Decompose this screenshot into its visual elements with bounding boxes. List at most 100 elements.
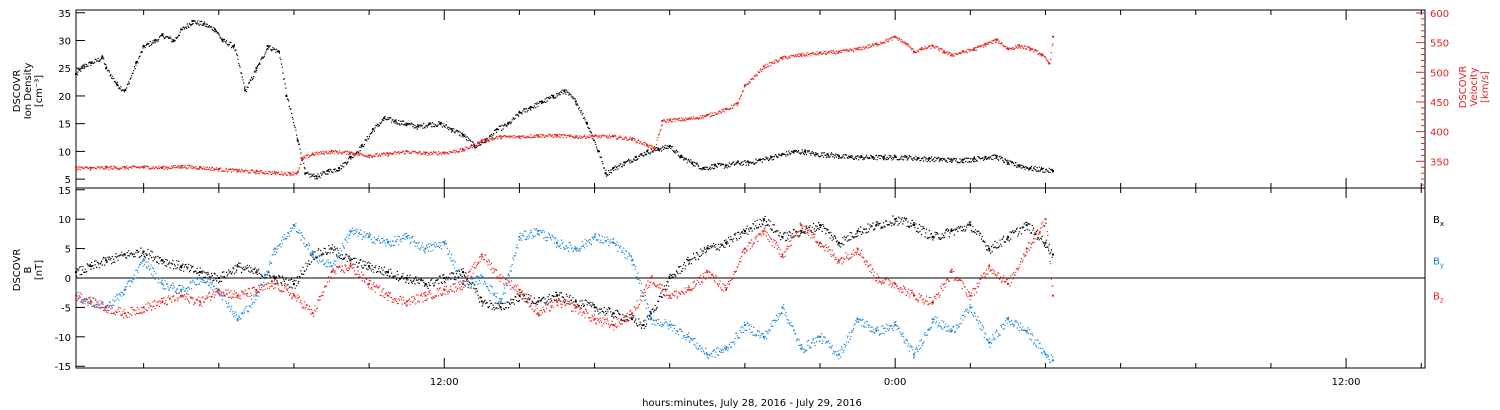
plasma-y-tick-label: 10 (58, 147, 71, 158)
plasma-series-ion-density-point (804, 150, 806, 153)
plasma-series-ion-density-point (984, 155, 987, 158)
plasma-series-velocity-point (499, 135, 502, 138)
bfield-series-bz-point (349, 265, 352, 268)
bfield-series-bz-point (819, 241, 821, 244)
plasma-series-ion-density-point (116, 83, 119, 86)
plasma-y-tick-label: 35 (58, 9, 71, 20)
plasma-y-tick-label: 400 (1430, 128, 1449, 139)
plasma-series-velocity-point (800, 53, 803, 56)
bfield-series-bx-point (762, 218, 765, 221)
bfield-series-bx-point (931, 235, 934, 238)
bfield-series-bx-point (443, 277, 446, 279)
plasma-series-ion-density-point (586, 122, 588, 125)
bfield-series-bz-point (649, 277, 652, 279)
bfield-y-tick-label: -10 (55, 333, 71, 344)
plasma-series-ion-density-point (860, 155, 863, 158)
bfield-series-bx-point (687, 259, 690, 262)
bfield-series-by-point (800, 347, 803, 350)
bfield-series-by-point (274, 247, 277, 250)
bfield-series-bz-point (781, 253, 784, 256)
x-tick-label: 12:00 (1332, 377, 1361, 388)
plasma-series-velocity-point (462, 148, 464, 151)
plasma-series-ion-density-point (416, 125, 419, 128)
bfield-series-bz-point (217, 288, 220, 291)
plasma-series-ion-density-point (285, 95, 288, 97)
plasma-series-ion-density-point (232, 45, 235, 47)
bfield-series-bx-point (612, 312, 615, 315)
plasma-y-tick-label: 30 (58, 36, 71, 47)
plasma-series-velocity-point (913, 50, 915, 53)
bfield-series-by-point (856, 318, 859, 321)
bfield-series-bx-point (950, 229, 953, 232)
bfield-series-bz-point (368, 282, 371, 285)
bfield-series-bx-point (556, 294, 558, 297)
plasma-series-velocity-point (661, 120, 664, 122)
bfield-series-by-point (612, 241, 615, 244)
plasma-series-velocity-point (653, 147, 656, 150)
bfield-series-bz-point (837, 259, 840, 262)
plasma-y-tick-label: 450 (1430, 98, 1449, 109)
bfield-series-by-point (142, 259, 145, 262)
plasma-y-axis-left: 5 10 15 20 25 30 35 (58, 9, 85, 186)
plasma-series-ion-density-point (484, 139, 487, 142)
bfield-series-by-point (480, 277, 483, 279)
plasma-series-ion-density-point (747, 161, 750, 164)
plasma-series-ion-density-point (462, 133, 464, 136)
plasma-series-ion-density-point (973, 157, 976, 160)
plasma-series-velocity-point (973, 47, 976, 50)
plasma-series-ion-density-point (882, 155, 885, 158)
bfield-series-by-point (199, 277, 201, 279)
bfield-series-bx-point (499, 306, 502, 309)
bfield-series-bz-point (330, 271, 333, 274)
plasma-series-ion-density-point (142, 45, 145, 47)
plasma-series-ion-density-point (634, 155, 637, 158)
bfield-series-bx-point (142, 250, 145, 253)
bfield-series-bz-point (443, 288, 446, 291)
x-axis: 12:00 0:00 12:00 (143, 10, 1422, 388)
bfield-y-tick-label: 0 (65, 274, 71, 285)
plasma-series-ion-density-point (680, 155, 682, 158)
plasma-series-ion-density-point (837, 154, 840, 157)
plasma-series-velocity-point (1029, 47, 1032, 50)
bfield-y-tick-label: -15 (55, 362, 71, 373)
bfield-series-bx-point (368, 265, 371, 268)
plasma-series-velocity-point (537, 134, 540, 137)
bfield-series-by-point (236, 318, 239, 321)
bfield-series-bx-point (875, 224, 878, 227)
bfield-series-bx-point (1006, 235, 1009, 238)
plasma-series-ion-density-point (691, 161, 694, 164)
bfield-series-bx-point (518, 294, 521, 297)
bfield-series-bz-point (556, 300, 558, 303)
plasma-series-ion-density-point (1006, 161, 1009, 164)
x-axis-title: hours:minutes, July 28, 2016 - July 29, … (642, 398, 862, 409)
plasma-y-tick-label: 15 (58, 120, 71, 131)
plasma-series-velocity-point (443, 151, 446, 154)
bfield-series-by-point (781, 306, 784, 309)
bfield-series-bz-point (950, 271, 953, 274)
bfield-series-bx-point (424, 282, 427, 285)
plasma-series-ion-density-point (473, 144, 476, 147)
plasma-series-velocity-point (646, 143, 649, 146)
plasma-y-axis-right: 350 400 450 500 550 600 (1416, 9, 1449, 168)
bfield-series-bx-point (292, 282, 295, 285)
plasma-series-velocity-point (424, 152, 427, 154)
plasma-series-velocity-point (300, 157, 303, 160)
bfield-series-bz-point (518, 288, 521, 291)
bfield-series-bx-point (894, 218, 897, 221)
bfield-series-bx-point (75, 271, 77, 274)
plasma-y-label: DSCOVRIon Density[cm⁻³] (12, 63, 45, 120)
bfield-series-bx-point (462, 271, 464, 274)
panel-magnetic-field: -15 -10 -5 0 5 10 15 DSCOVRB[nT] Bx By Bz (12, 186, 1444, 373)
plasma-series-ion-density-point (450, 128, 453, 131)
plasma-series-velocity-point (480, 139, 483, 142)
plasma-series-ion-density-point (266, 45, 269, 47)
plasma-series-velocity-point (736, 102, 739, 105)
bfield-series-by-point (913, 353, 915, 356)
bfield-series-by-point (518, 235, 521, 238)
bfield-series-bz-point (480, 253, 483, 256)
plasma-series-ion-density-point (574, 100, 577, 103)
plasma-series-velocity-point (180, 165, 183, 167)
plasma-series-ion-density-point (770, 155, 773, 158)
plasma-series-ion-density-point (563, 89, 566, 92)
